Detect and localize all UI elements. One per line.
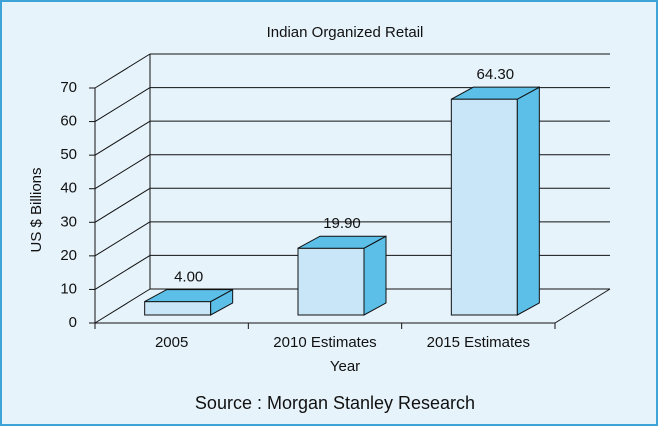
floor-edge bbox=[554, 288, 611, 324]
y-tick-label: 30 bbox=[60, 213, 77, 230]
y-tick-label: 40 bbox=[60, 180, 77, 197]
x-tick-label: 2010 Estimates bbox=[273, 334, 376, 351]
grid-line bbox=[94, 154, 151, 190]
grid-line bbox=[94, 120, 151, 156]
bar-side bbox=[516, 86, 540, 316]
y-tick-label: 60 bbox=[60, 113, 77, 130]
y-axis-label: US $ Billions bbox=[28, 167, 45, 252]
y-tick-label: 70 bbox=[60, 79, 77, 96]
grid-line bbox=[94, 221, 151, 257]
y-tick-label: 10 bbox=[60, 280, 77, 297]
y-tick-label: 20 bbox=[60, 247, 77, 264]
chart-title: Indian Organized Retail bbox=[267, 24, 424, 41]
x-tick-label: 2005 bbox=[155, 334, 188, 351]
y-tick-label: 50 bbox=[60, 146, 77, 163]
grid-line bbox=[94, 288, 151, 324]
value-label: 19.90 bbox=[323, 215, 361, 232]
grid-line bbox=[94, 87, 151, 122]
bar bbox=[297, 247, 365, 316]
grid-line bbox=[94, 53, 151, 89]
bar-top bbox=[297, 235, 387, 249]
bar-side bbox=[363, 235, 387, 316]
bar-top bbox=[451, 86, 540, 100]
x-axis-label: Year bbox=[330, 358, 360, 375]
value-label: 4.00 bbox=[174, 269, 203, 286]
bar bbox=[450, 98, 518, 316]
grid-line bbox=[94, 255, 151, 290]
y-tick-label: 0 bbox=[69, 314, 77, 331]
source: Source : Morgan Stanley Research bbox=[195, 393, 475, 413]
bar bbox=[144, 301, 212, 316]
value-label: 64.30 bbox=[477, 66, 515, 83]
bar-top bbox=[144, 289, 233, 303]
grid-line bbox=[94, 187, 151, 223]
x-tick-label: 2015 Estimates bbox=[427, 334, 530, 351]
